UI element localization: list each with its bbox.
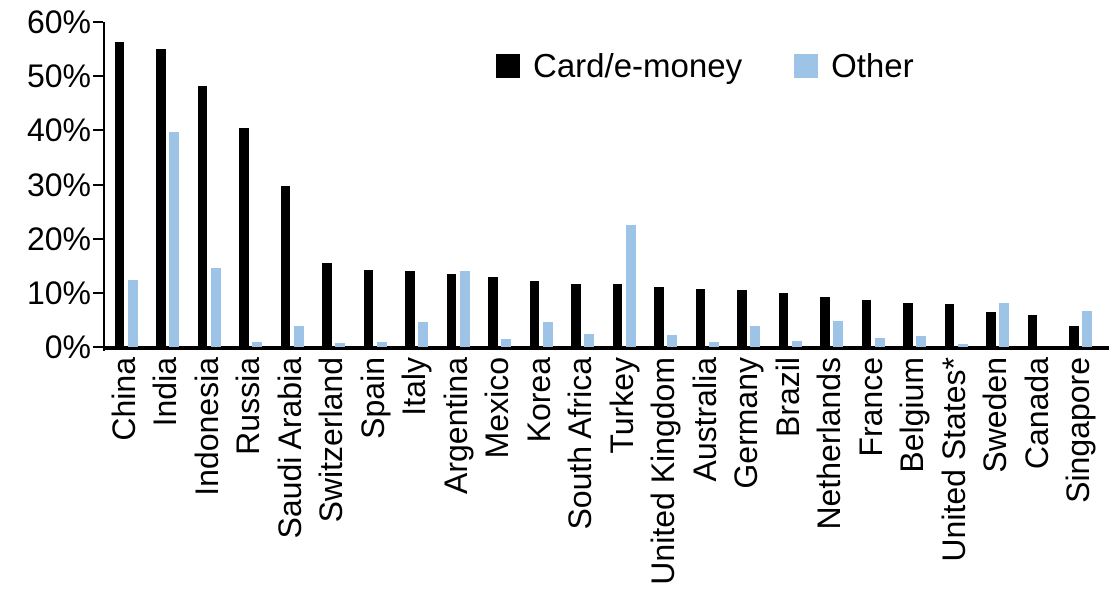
bar-card-e-money	[280, 185, 290, 347]
legend-item-card-e-money: Card/e-money	[496, 47, 742, 85]
y-axis-tick-label: 0%	[44, 329, 91, 365]
x-axis-category-label: Brazil	[769, 357, 806, 438]
bar-card-e-money	[695, 288, 705, 347]
bar-other	[584, 334, 594, 347]
x-axis-category-label: Argentina	[437, 357, 474, 494]
x-axis-category-label: Spain	[354, 357, 391, 439]
bar-card-e-money	[861, 299, 871, 347]
x-axis-line	[103, 346, 1109, 350]
y-axis-tick-label: 30%	[26, 166, 91, 203]
x-axis-category-label: Germany	[728, 357, 765, 489]
y-axis-tick	[93, 183, 103, 186]
bar-other	[999, 303, 1009, 347]
bar-other	[625, 224, 636, 347]
y-axis-tick	[93, 129, 103, 132]
legend-item-other: Other	[794, 47, 914, 85]
bar-card-e-money	[778, 292, 788, 347]
y-axis-tick	[93, 21, 103, 23]
bar-other	[542, 322, 553, 347]
bar-card-e-money	[612, 284, 622, 347]
x-axis-category-label: Russia	[230, 357, 267, 455]
bar-other	[293, 325, 304, 347]
x-axis-category-label: Australia	[686, 357, 723, 482]
bar-other	[252, 341, 262, 347]
bar-other	[708, 341, 719, 347]
y-axis-tick	[93, 291, 103, 294]
bar-card-e-money	[571, 283, 581, 347]
bar-other	[957, 344, 968, 347]
bar-card-e-money	[737, 289, 747, 347]
x-axis-category-label: Mexico	[479, 357, 516, 459]
bar-other	[791, 340, 802, 347]
bar-other	[376, 341, 387, 347]
bar-other	[750, 325, 760, 347]
x-axis-category-label: United Kingdom	[645, 357, 682, 585]
bar-other	[210, 268, 221, 347]
bar-card-e-money	[1027, 314, 1037, 347]
x-axis-category-label: Netherlands	[811, 357, 848, 530]
bar-other	[127, 280, 138, 347]
y-axis-tick-label: 20%	[26, 220, 91, 257]
x-axis-category-label: Switzerland	[313, 357, 350, 523]
bar-other	[418, 322, 428, 347]
bar-card-e-money	[114, 42, 124, 347]
bar-other	[335, 342, 345, 347]
x-axis-category-label: Singapore	[1060, 357, 1097, 503]
x-axis-category-label: India	[147, 357, 184, 427]
legend-swatch-other-icon	[794, 54, 819, 78]
x-axis-category-label: United States*	[935, 357, 972, 562]
y-axis-tick-label: 40%	[26, 112, 91, 149]
x-axis-category-label: France	[852, 357, 889, 457]
bar-other	[459, 271, 470, 347]
bar-card-e-money	[944, 304, 954, 347]
bar-card-e-money	[405, 270, 415, 347]
bar-card-e-money	[322, 262, 332, 347]
x-axis-category-label: Indonesia	[188, 357, 225, 496]
bar-card-e-money	[488, 277, 498, 347]
y-axis-line	[103, 22, 105, 351]
bar-other	[874, 338, 885, 347]
bar-other	[169, 131, 179, 347]
bar-card-e-money	[156, 49, 166, 347]
x-axis-category-label: Korea	[520, 357, 557, 443]
bar-card-e-money	[529, 280, 539, 347]
y-axis-tick-label: 50%	[26, 58, 91, 95]
x-axis-category-label: Italy	[396, 357, 433, 416]
bar-other	[833, 321, 843, 347]
bar-card-e-money	[903, 302, 913, 347]
bar-other	[916, 335, 926, 347]
x-axis-category-label: Saudi Arabia	[271, 357, 308, 539]
bar-card-e-money	[446, 274, 456, 347]
bar-card-e-money	[197, 85, 207, 347]
x-axis-category-label: Sweden	[977, 357, 1014, 473]
y-axis-tick	[93, 237, 103, 240]
bar-other	[501, 339, 511, 347]
bar-card-e-money	[654, 287, 664, 347]
x-axis-category-label: Turkey	[603, 357, 640, 454]
chart-legend: Card/e-money Other	[496, 47, 914, 85]
y-axis-tick-label: 10%	[26, 274, 91, 311]
bar-card-e-money	[363, 270, 373, 347]
x-axis-category-label: China	[105, 357, 142, 441]
bar-card-e-money	[239, 127, 249, 347]
bar-other	[1082, 310, 1092, 347]
bar-card-e-money	[1069, 325, 1079, 347]
legend-label-card-e-money: Card/e-money	[533, 47, 743, 84]
bar-card-e-money	[986, 311, 996, 347]
legend-swatch-card-e-money-icon	[496, 54, 520, 78]
x-axis-category-label: Belgium	[894, 357, 931, 473]
x-axis-category-label: Canada	[1018, 357, 1055, 470]
y-axis-tick-label: 60%	[26, 4, 91, 40]
x-axis-category-label: South Africa	[562, 357, 599, 530]
legend-label-other: Other	[831, 47, 914, 84]
y-axis-tick	[93, 75, 103, 78]
y-axis-tick	[93, 346, 103, 348]
bar-other	[667, 334, 677, 347]
bar-card-e-money	[820, 296, 830, 347]
